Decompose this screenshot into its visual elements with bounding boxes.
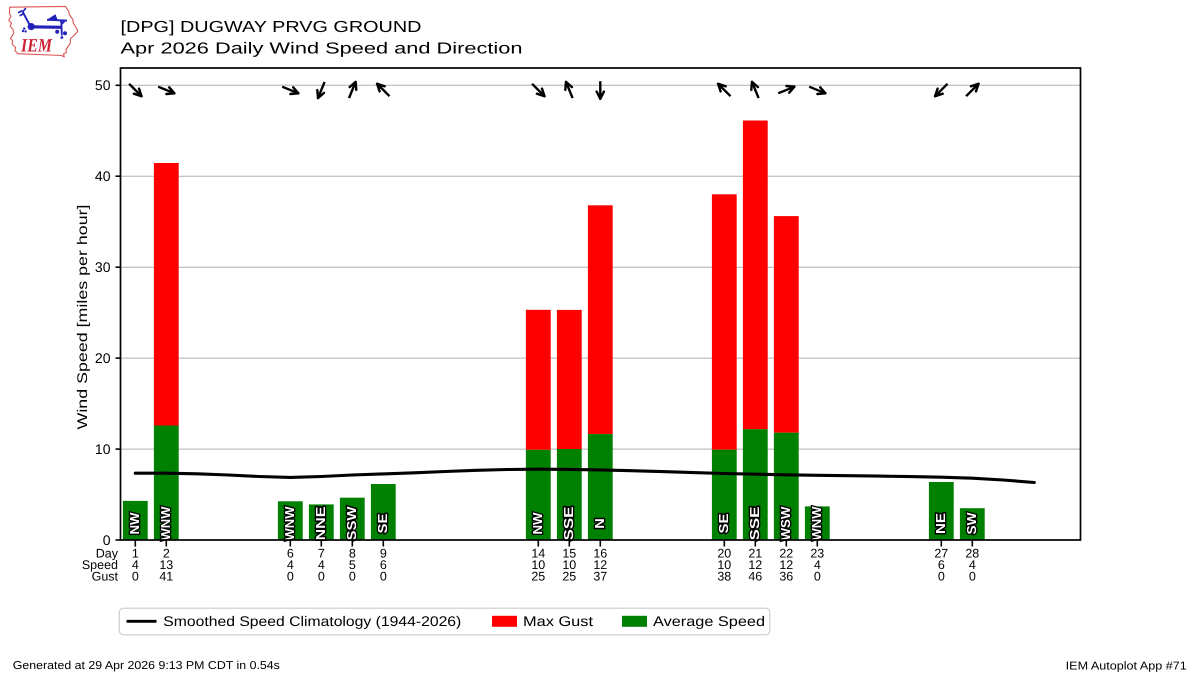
svg-text:10: 10: [531, 558, 545, 572]
svg-text:12: 12: [748, 558, 762, 572]
svg-text:30: 30: [95, 259, 111, 275]
svg-text:0: 0: [132, 570, 139, 584]
svg-text:14: 14: [531, 547, 545, 561]
svg-text:25: 25: [562, 570, 576, 584]
svg-text:[DPG] DUGWAY PRVG GROUND: [DPG] DUGWAY PRVG GROUND: [121, 19, 422, 36]
svg-text:Max Gust: Max Gust: [523, 613, 593, 629]
svg-text:2: 2: [163, 547, 170, 561]
svg-text:16: 16: [593, 547, 607, 561]
svg-text:6: 6: [938, 558, 945, 572]
svg-text:Generated at 29 Apr 2026 9:13: Generated at 29 Apr 2026 9:13 PM CDT in …: [13, 660, 280, 672]
svg-text:20: 20: [717, 547, 731, 561]
svg-text:Wind Speed [miles per hour]: Wind Speed [miles per hour]: [74, 205, 90, 430]
svg-text:6: 6: [287, 547, 294, 561]
svg-text:Apr 2026 Daily Wind Speed and: Apr 2026 Daily Wind Speed and Direction: [121, 41, 523, 58]
svg-text:0: 0: [969, 570, 976, 584]
svg-text:IEM: IEM: [20, 36, 53, 57]
svg-text:NW: NW: [127, 512, 142, 535]
svg-text:8: 8: [349, 547, 356, 561]
svg-text:12: 12: [593, 558, 607, 572]
svg-text:1: 1: [132, 547, 139, 561]
svg-text:10: 10: [717, 558, 731, 572]
svg-text:20: 20: [95, 350, 111, 366]
svg-text:Day: Day: [96, 547, 119, 561]
svg-text:50: 50: [95, 77, 111, 93]
svg-text:SW: SW: [964, 512, 979, 535]
svg-text:0: 0: [318, 570, 325, 584]
svg-text:0: 0: [938, 570, 945, 584]
svg-text:SSE: SSE: [747, 506, 762, 540]
svg-text:WNW: WNW: [809, 506, 824, 541]
svg-text:NNE: NNE: [313, 506, 328, 540]
svg-text:Average Speed: Average Speed: [653, 613, 765, 629]
svg-text:0: 0: [349, 570, 356, 584]
svg-text:4: 4: [132, 558, 139, 572]
svg-text:27: 27: [934, 547, 948, 561]
svg-text:7: 7: [318, 547, 325, 561]
svg-text:Smoothed Speed Climatology (19: Smoothed Speed Climatology (1944-2026): [163, 613, 461, 629]
svg-text:4: 4: [969, 558, 976, 572]
svg-text:4: 4: [814, 558, 821, 572]
svg-text:0: 0: [380, 570, 387, 584]
svg-text:4: 4: [287, 558, 294, 572]
svg-text:SSE: SSE: [561, 506, 576, 540]
svg-text:15: 15: [562, 547, 576, 561]
svg-text:40: 40: [95, 168, 111, 184]
svg-text:0: 0: [103, 532, 111, 548]
svg-text:N: N: [592, 518, 607, 529]
svg-text:IEM Autoplot App #71: IEM Autoplot App #71: [1066, 660, 1187, 672]
svg-text:10: 10: [562, 558, 576, 572]
svg-text:28: 28: [965, 547, 979, 561]
svg-text:22: 22: [779, 547, 793, 561]
svg-text:SE: SE: [375, 513, 390, 533]
svg-text:23: 23: [810, 547, 824, 561]
svg-text:SSW: SSW: [344, 506, 359, 541]
svg-text:0: 0: [287, 570, 294, 584]
svg-text:36: 36: [779, 570, 793, 584]
svg-text:38: 38: [717, 570, 731, 584]
svg-text:10: 10: [95, 441, 111, 457]
svg-text:5: 5: [349, 558, 356, 572]
svg-text:WNW: WNW: [158, 506, 173, 541]
svg-text:0: 0: [814, 570, 821, 584]
svg-text:6: 6: [380, 558, 387, 572]
svg-text:NE: NE: [933, 513, 948, 534]
svg-text:25: 25: [531, 570, 545, 584]
svg-text:41: 41: [159, 570, 173, 584]
svg-text:13: 13: [159, 558, 173, 572]
svg-text:21: 21: [748, 547, 762, 561]
svg-text:12: 12: [779, 558, 793, 572]
svg-text:4: 4: [318, 558, 325, 572]
svg-text:37: 37: [593, 570, 607, 584]
svg-text:WNW: WNW: [282, 506, 297, 541]
svg-text:Speed: Speed: [82, 558, 118, 572]
svg-text:46: 46: [748, 570, 762, 584]
svg-text:WSW: WSW: [778, 506, 793, 541]
svg-text:9: 9: [380, 547, 387, 561]
svg-text:Gust: Gust: [92, 570, 119, 584]
svg-text:NW: NW: [530, 512, 545, 535]
svg-text:SE: SE: [716, 513, 731, 533]
